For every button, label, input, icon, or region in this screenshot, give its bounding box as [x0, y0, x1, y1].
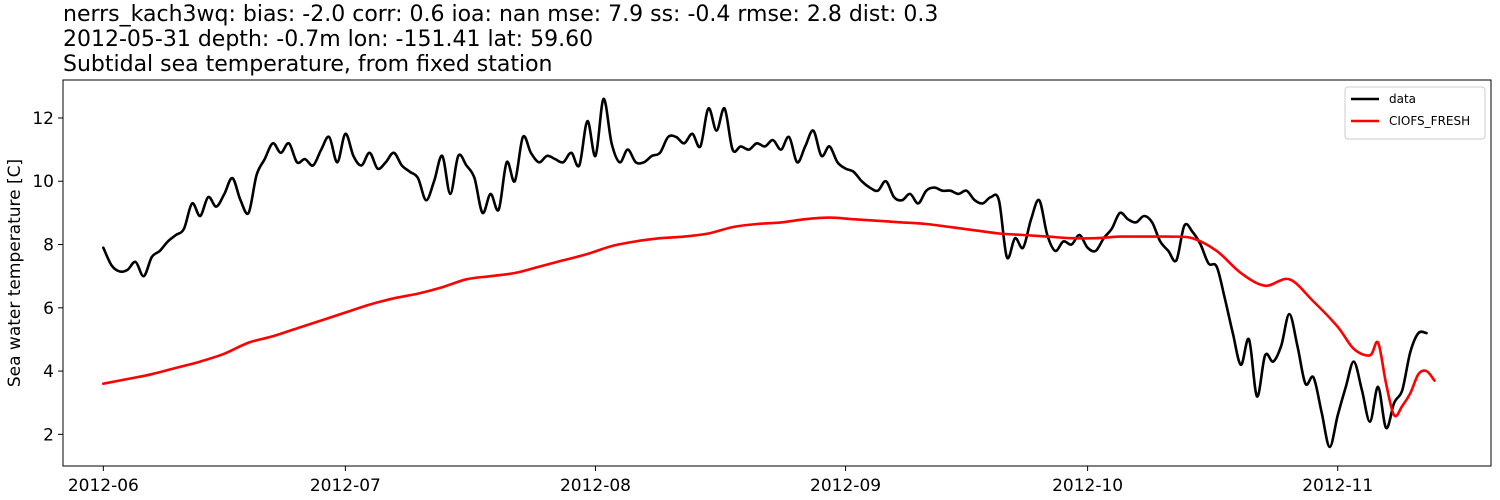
- y-tick-label: 12: [32, 109, 54, 129]
- y-tick-label: 8: [43, 236, 54, 256]
- chart-title: nerrs_kach3wq: bias: -2.0 corr: 0.6 ioa:…: [63, 2, 938, 77]
- x-tick-label: 2012-08: [560, 476, 631, 496]
- legend: data CIOFS_FRESH: [1344, 86, 1486, 140]
- legend-label-data: data: [1389, 92, 1416, 106]
- x-tick-label: 2012-09: [810, 476, 881, 496]
- x-axis: 2012-06 2012-07 2012-08 2012-09 2012-10 2012-…: [68, 466, 1373, 496]
- y-axis-title: Sea water temperature [C]: [5, 159, 25, 387]
- series-line-data: [102, 97, 1428, 449]
- x-tick-label: 2012-11: [1302, 476, 1373, 496]
- plot-frame: [62, 79, 1492, 467]
- y-tick-label: 10: [32, 172, 54, 192]
- y-tick-label: 2: [43, 425, 54, 445]
- x-tick-label: 2012-07: [310, 476, 381, 496]
- legend-box: [1344, 86, 1486, 140]
- x-tick-label: 2012-06: [68, 476, 139, 496]
- x-tick-label: 2012-10: [1052, 476, 1123, 496]
- series-line-ciofs-fresh: [102, 216, 1436, 418]
- y-tick-label: 6: [43, 299, 54, 319]
- title-line-stats: nerrs_kach3wq: bias: -2.0 corr: 0.6 ioa:…: [63, 2, 939, 27]
- y-tick-label: 4: [43, 362, 54, 382]
- title-line-location: 2012-05-31 depth: -0.7m lon: -151.41 lat…: [63, 27, 594, 52]
- y-axis: 2 4 6 8 10 12: [32, 109, 63, 445]
- series-layer: [102, 97, 1436, 449]
- title-line-description: Subtidal sea temperature, from fixed sta…: [63, 52, 553, 77]
- legend-label-ciofs: CIOFS_FRESH: [1389, 114, 1470, 128]
